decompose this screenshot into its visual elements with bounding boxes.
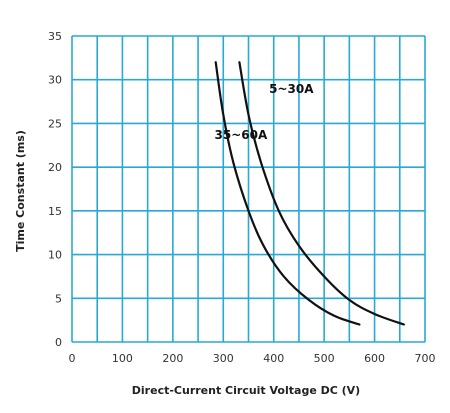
x-tick-label: 400: [263, 352, 284, 365]
y-tick-label: 0: [55, 336, 62, 349]
curve-labels: 5~30A 35~60A: [215, 82, 315, 142]
x-tick-label: 600: [364, 352, 385, 365]
y-tick-label: 5: [55, 292, 62, 305]
curves: [214, 61, 405, 326]
x-tick-label: 100: [112, 352, 133, 365]
grid: [71, 35, 426, 343]
x-axis-title: Direct-Current Circuit Voltage DC (V): [132, 384, 360, 397]
y-tick-label: 10: [48, 249, 62, 262]
label-5-30a: 5~30A: [269, 82, 314, 96]
y-axis-ticks: 0 5 10 15 20 25 30 35: [48, 30, 62, 349]
x-tick-label: 300: [213, 352, 234, 365]
y-axis-title: Time Constant (ms): [14, 130, 27, 252]
x-tick-label: 500: [314, 352, 335, 365]
y-tick-label: 15: [48, 205, 62, 218]
label-35-60a: 35~60A: [215, 128, 268, 142]
y-tick-label: 30: [48, 74, 62, 87]
x-tick-label: 0: [69, 352, 76, 365]
y-tick-label: 20: [48, 161, 62, 174]
series-line-5-30a: [238, 61, 405, 326]
x-axis-ticks: 0 100 200 300 400 500 600 700: [69, 352, 436, 365]
x-tick-label: 700: [415, 352, 436, 365]
x-tick-label: 200: [162, 352, 183, 365]
series-line-35-60a: [214, 61, 361, 326]
y-tick-label: 35: [48, 30, 62, 43]
y-tick-label: 25: [48, 117, 62, 130]
